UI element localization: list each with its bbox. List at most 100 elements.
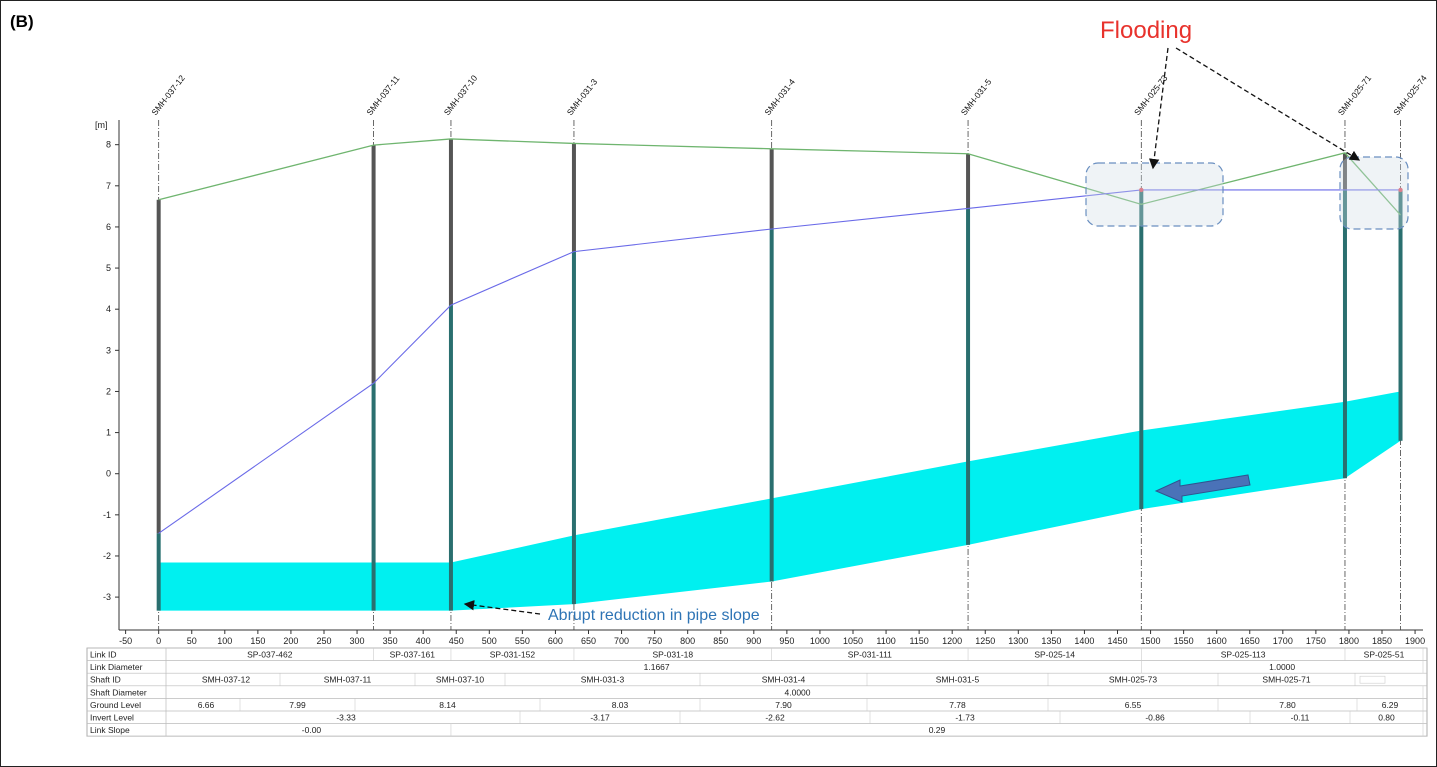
x-tick-label: -50	[119, 636, 132, 646]
manhole-shaft-wet	[769, 228, 774, 582]
invert-level-cell: -2.62	[765, 713, 785, 723]
annotations: Flooding Abrupt reduction in pipe slope	[463, 17, 1409, 624]
chart-axes: [m] -3 -2 -1 0 1 2 3 4 5 6 7 8 -50 0 50 100 150 200 250 300 3…	[95, 120, 1425, 646]
y-tick-label: 4	[106, 304, 111, 314]
shaft-id-cell: SMH-025-73	[1109, 675, 1157, 685]
flooding-arrow-1	[1148, 47, 1169, 170]
y-tick-label: -2	[103, 551, 111, 561]
x-tick-label: 300	[350, 636, 365, 646]
y-tick-label: 7	[106, 181, 111, 191]
manhole-label: SMH-037-10	[442, 73, 480, 117]
invert-level-cell: -0.11	[1291, 713, 1310, 723]
flood-box-2	[1339, 156, 1409, 230]
shaft-id-cell: SMH-031-3	[581, 675, 625, 685]
y-tick-label: -1	[103, 510, 111, 520]
manhole-label: SMH-037-12	[149, 73, 187, 117]
manhole-shaft-wet	[1398, 189, 1403, 441]
x-tick-label: 350	[383, 636, 398, 646]
flood-box-1	[1085, 162, 1224, 227]
x-tick-label: 1150	[909, 636, 928, 646]
x-tick-label: 600	[548, 636, 563, 646]
shaft-id-cell: SMH-025-71	[1262, 675, 1310, 685]
manhole-shaft-wet	[966, 208, 971, 545]
y-tick-label: 5	[106, 263, 111, 273]
manhole-label: SMH-037-11	[364, 73, 401, 117]
manhole-label: SMH-031-4	[762, 77, 797, 118]
ground-level-cell: 6.66	[198, 700, 215, 710]
x-tick-label: 1700	[1273, 636, 1293, 646]
link-id-cell: SP-037-161	[390, 650, 436, 660]
shaft-id-empty-cell	[1359, 675, 1386, 684]
x-tick-label: 1550	[1174, 636, 1194, 646]
x-tick-label: 1750	[1306, 636, 1326, 646]
invert-level-cell: -3.17	[590, 713, 610, 723]
table-border	[86, 647, 1428, 737]
invert-level-cell: -0.86	[1145, 713, 1165, 723]
x-tick-label: 100	[217, 636, 232, 646]
x-tick-label: 550	[515, 636, 530, 646]
invert-level-cell: 0.80	[1378, 713, 1395, 723]
link-id-cell: SP-037-462	[247, 650, 293, 660]
ground-level-cell: 7.99	[289, 700, 306, 710]
flooding-annotation: Flooding	[1100, 17, 1192, 44]
x-tick-label: 1300	[1008, 636, 1028, 646]
manhole-shaft-wet	[1342, 189, 1347, 479]
y-tick-label: 1	[106, 428, 111, 438]
data-table: Link ID Link Diameter Shaft ID Shaft Diamet…	[86, 647, 1428, 737]
y-tick-label: 3	[106, 345, 111, 355]
flood-marker	[1398, 187, 1403, 193]
x-tick-label: 1500	[1141, 636, 1161, 646]
table-row-label: Link ID	[90, 650, 116, 660]
manhole-label: SMH-025-74	[1391, 73, 1429, 117]
ground-level-line	[158, 138, 1402, 216]
link-diameter-cell: 1.1667	[644, 662, 670, 672]
y-tick-label: 6	[106, 222, 111, 232]
manhole-label: SMH-031-3	[565, 77, 600, 118]
x-tick-label: 500	[482, 636, 497, 646]
x-tick-label: 1200	[942, 636, 962, 646]
manhole-label: SMH-025-73	[1132, 73, 1170, 117]
shaft-id-cell: SMH-037-12	[202, 675, 250, 685]
x-tick-label: 900	[746, 636, 761, 646]
table-row-label: Shaft Diameter	[90, 687, 147, 697]
shaft-id-cell: SMH-031-5	[936, 675, 980, 685]
table-row-label: Link Diameter	[90, 662, 143, 672]
manhole-label: SMH-031-5	[959, 77, 994, 118]
x-tick-label: 700	[614, 636, 629, 646]
x-tick-label: 200	[283, 636, 298, 646]
shaft-id-cell: SMH-031-4	[762, 675, 806, 685]
x-tick-label: 950	[779, 636, 794, 646]
x-tick-label: 1000	[810, 636, 830, 646]
x-tick-label: 800	[680, 636, 695, 646]
x-tick-label: 750	[647, 636, 662, 646]
x-tick-label: 1100	[876, 636, 895, 646]
y-tick-label: 8	[106, 140, 111, 150]
x-tick-label: 50	[187, 636, 197, 646]
x-tick-label: 1800	[1339, 636, 1359, 646]
link-id-cell: SP-031-18	[652, 650, 693, 660]
x-tick-label: 400	[416, 636, 431, 646]
flooding-arrow-2	[1175, 47, 1361, 161]
manhole-labels: SMH-037-12 SMH-037-11 SMH-037-10 SMH-031-3 S…	[149, 73, 1429, 117]
manhole-shaft-dry	[1342, 152, 1347, 190]
shaft-id-cell: SMH-037-11	[324, 675, 372, 685]
manhole-shaft-wet	[371, 383, 376, 611]
invert-level-cell: -3.33	[336, 713, 356, 723]
ground-level-cell: 6.29	[1382, 700, 1399, 710]
manhole-shaft-wet	[1139, 189, 1144, 510]
manhole-shaft-dry	[966, 153, 971, 209]
x-tick-label: 450	[449, 636, 464, 646]
y-tick-label: 2	[106, 386, 111, 396]
x-tick-label: 150	[250, 636, 265, 646]
pipe-band	[158, 391, 1401, 611]
ground-level-cell: 8.03	[612, 700, 629, 710]
table-row-label: Ground Level	[90, 700, 141, 710]
table-row-label: Link Slope	[90, 725, 130, 735]
x-tick-label: 650	[581, 636, 596, 646]
x-tick-label: 1350	[1041, 636, 1061, 646]
manhole-shaft-wet	[571, 251, 576, 605]
panel-label: (B)	[10, 12, 34, 31]
link-id-cell: SP-031-152	[490, 650, 536, 660]
x-tick-label: 1400	[1074, 636, 1094, 646]
